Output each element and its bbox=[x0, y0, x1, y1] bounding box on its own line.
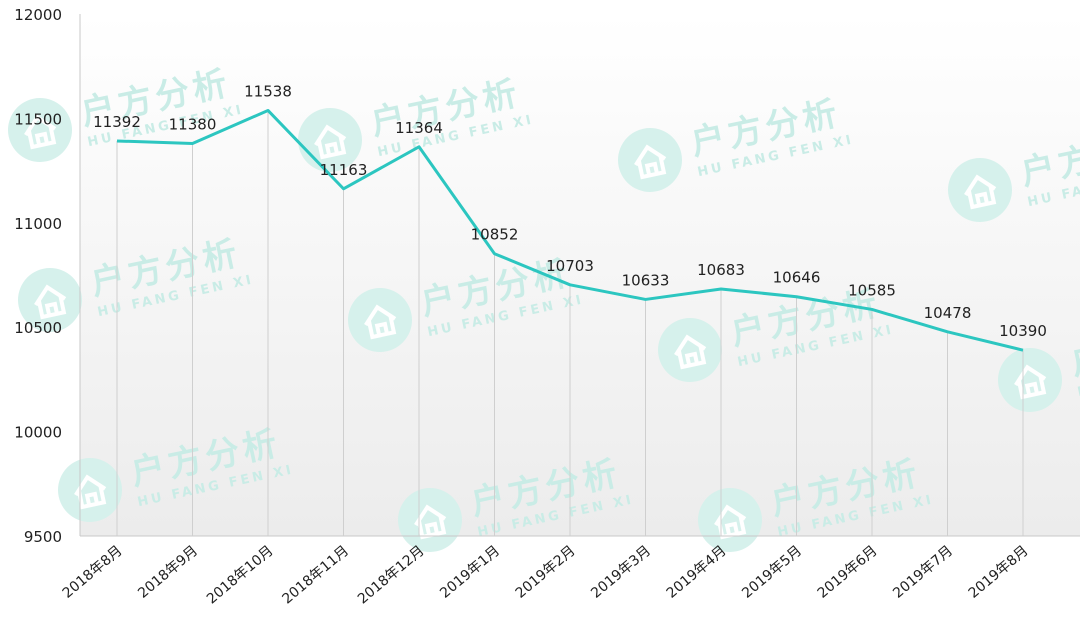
y-tick-label: 11000 bbox=[14, 215, 62, 233]
y-tick-label: 9500 bbox=[24, 528, 62, 546]
x-tick-label: 2018年12月 bbox=[355, 543, 428, 608]
data-label: 11392 bbox=[93, 113, 141, 131]
house-icon-shape bbox=[634, 144, 667, 180]
house-icon bbox=[948, 158, 1012, 222]
gridlines bbox=[116, 110, 1024, 536]
x-tick-label: 2018年11月 bbox=[279, 543, 352, 608]
plot-area bbox=[80, 14, 1080, 536]
data-label: 10683 bbox=[697, 261, 745, 279]
x-tick-label: 2019年8月 bbox=[966, 543, 1032, 602]
y-tick-label: 12000 bbox=[14, 6, 62, 24]
x-tick-label: 2019年5月 bbox=[739, 543, 805, 602]
y-axis-ticks: 9500 10000 10500 11000 11500 12000 bbox=[14, 6, 62, 546]
house-icon-shape bbox=[34, 284, 67, 320]
house-icon-shape bbox=[964, 174, 997, 210]
house-icon bbox=[658, 318, 722, 382]
x-tick-label: 2018年9月 bbox=[135, 543, 201, 602]
house-icon-shape bbox=[314, 124, 347, 160]
y-tick-label: 10500 bbox=[14, 319, 62, 337]
x-tick-label: 2019年2月 bbox=[513, 543, 579, 602]
house-icon-shape bbox=[1014, 364, 1047, 400]
house-icon-shape bbox=[24, 114, 57, 150]
x-tick-label: 2019年6月 bbox=[815, 543, 881, 602]
data-label: 10852 bbox=[471, 226, 519, 244]
x-tick-label: 2019年4月 bbox=[664, 543, 730, 602]
house-icon-shape bbox=[414, 504, 447, 540]
x-tick-label: 2019年7月 bbox=[890, 543, 956, 602]
x-tick-label: 2018年8月 bbox=[60, 543, 126, 602]
x-tick-label: 2019年3月 bbox=[588, 543, 654, 602]
y-tick-label: 11500 bbox=[14, 110, 62, 128]
house-icon bbox=[298, 108, 362, 172]
x-tick-label: 2019年1月 bbox=[437, 543, 503, 602]
data-label: 10390 bbox=[999, 322, 1047, 340]
data-label: 11380 bbox=[169, 115, 217, 133]
data-label: 11364 bbox=[395, 119, 443, 137]
x-axis-ticks: 2018年8月 2018年9月 2018年10月 2018年11月 2018年12月 20… bbox=[60, 543, 1032, 608]
data-label: 11163 bbox=[320, 161, 368, 179]
series-line bbox=[116, 108, 1024, 352]
house-icon-shape bbox=[364, 304, 397, 340]
house-icon bbox=[8, 98, 72, 162]
data-label: 10646 bbox=[773, 269, 821, 287]
y-tick-label: 10000 bbox=[14, 424, 62, 442]
data-label: 11538 bbox=[244, 82, 292, 100]
house-icon bbox=[18, 268, 82, 332]
data-label: 10478 bbox=[924, 304, 972, 322]
data-label: 10633 bbox=[622, 271, 670, 289]
house-icon bbox=[998, 348, 1062, 412]
data-label: 10585 bbox=[848, 281, 896, 299]
house-icon-shape bbox=[674, 334, 707, 370]
x-tick-label: 2018年10月 bbox=[204, 543, 277, 608]
data-label: 10703 bbox=[546, 257, 594, 275]
house-icon bbox=[58, 458, 122, 522]
data-labels: 11392 11380 11538 11163 11364 10852 10703 10633… bbox=[93, 82, 1047, 340]
house-icon bbox=[348, 288, 412, 352]
house-icon bbox=[618, 128, 682, 192]
